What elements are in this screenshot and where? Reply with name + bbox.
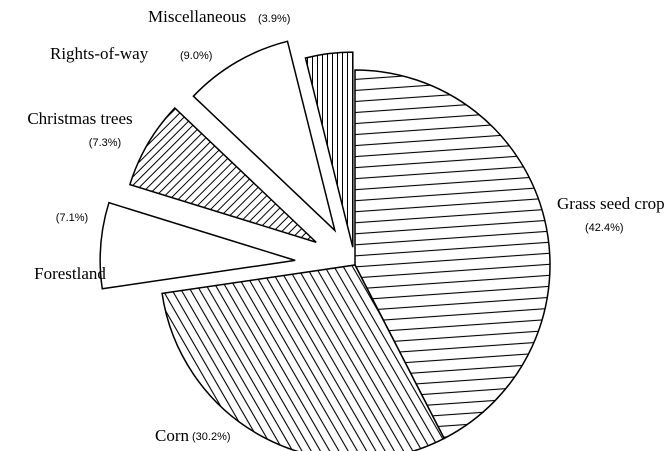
slice-label: Forestland	[34, 264, 106, 283]
slice-label: Grass seed crop	[557, 194, 665, 213]
slice-value-label: (3.9%)	[258, 13, 290, 25]
slice-label: Christmas trees	[27, 109, 132, 128]
pie-slice	[354, 69, 551, 440]
slice-label: Corn	[155, 426, 190, 445]
slice-value-label: (7.3%)	[89, 137, 121, 149]
pie-slice	[304, 51, 354, 248]
pie-slice	[192, 40, 337, 233]
slice-label: Miscellaneous	[148, 7, 246, 26]
pie-slice	[128, 106, 317, 243]
slice-value-label: (9.0%)	[180, 50, 212, 62]
slice-label: Rights-of-way	[50, 44, 149, 63]
slice-value-label: (7.1%)	[56, 212, 88, 224]
pie-slice	[161, 264, 446, 451]
pie-slice	[99, 201, 296, 290]
slice-value-label: (42.4%)	[585, 222, 624, 234]
slice-value-label: (30.2%)	[192, 431, 231, 443]
